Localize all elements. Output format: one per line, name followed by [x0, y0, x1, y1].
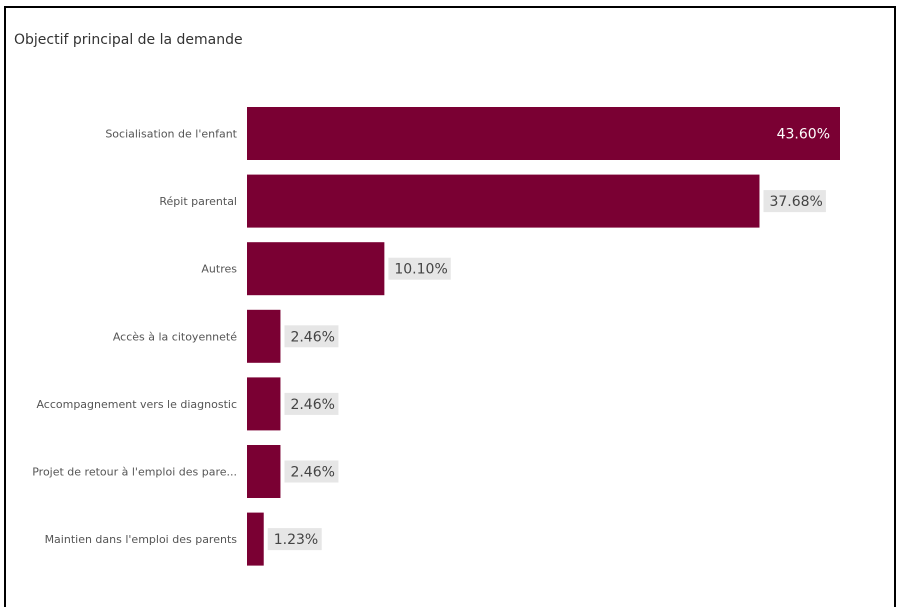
- category-label: Maintien dans l'emploi des parents: [45, 533, 238, 546]
- data-label: 1.23%: [274, 532, 318, 548]
- bar[interactable]: [247, 174, 760, 228]
- data-label-background: [284, 325, 339, 348]
- data-label: 43.60%: [777, 127, 830, 143]
- data-label-background: [388, 257, 451, 280]
- bar[interactable]: [247, 309, 281, 363]
- category-label: Accès à la citoyenneté: [113, 330, 237, 343]
- category-label: Accompagnement vers le diagnostic: [36, 398, 237, 411]
- category-label: Autres: [201, 263, 237, 276]
- category-label: Répit parental: [159, 195, 237, 208]
- chart-visual: Objectif principal de la demande: [4, 6, 896, 607]
- data-label: 2.46%: [290, 329, 334, 345]
- bar[interactable]: [247, 242, 385, 296]
- bar[interactable]: [247, 107, 840, 160]
- data-label: 37.68%: [769, 194, 822, 210]
- data-label-background: [267, 528, 322, 551]
- data-label-background: [284, 460, 339, 483]
- data-label: 2.46%: [290, 397, 334, 413]
- data-label-background: [763, 190, 826, 213]
- category-label: Projet de retour à l'emploi des pare...: [32, 466, 237, 479]
- data-label: 10.10%: [394, 262, 447, 278]
- bar[interactable]: [247, 512, 264, 566]
- bar[interactable]: [247, 377, 281, 431]
- chart-title: Objectif principal de la demande: [14, 32, 243, 48]
- data-label: 2.46%: [290, 465, 334, 481]
- data-label-background: [284, 392, 339, 415]
- category-label: Socialisation de l'enfant: [105, 128, 237, 141]
- bar[interactable]: [247, 445, 281, 498]
